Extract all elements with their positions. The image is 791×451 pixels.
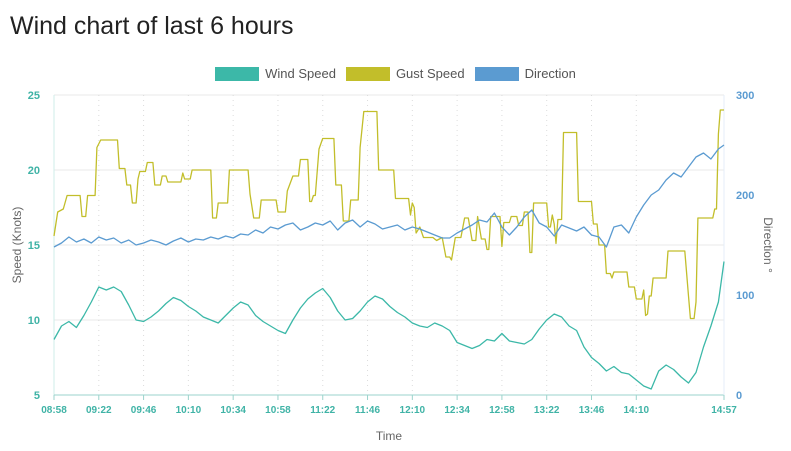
legend-item-wind-speed[interactable]: Wind Speed <box>215 66 336 81</box>
legend-item-direction[interactable]: Direction <box>474 66 576 81</box>
series-line-gust-speed <box>53 109 724 320</box>
x-axis-title: Time <box>376 429 403 443</box>
series-line-direction <box>53 144 725 248</box>
x-tick-label: 08:58 <box>41 405 67 416</box>
legend-swatch-gust-speed <box>345 66 390 81</box>
legend-label-gust-speed: Gust Speed <box>395 66 465 81</box>
x-tick-label: 13:46 <box>579 405 605 416</box>
y-tick-label: 10 <box>28 315 40 327</box>
x-tick-label: 10:34 <box>220 405 246 416</box>
y-axis-title: Speed (Knots) <box>10 207 24 284</box>
legend-swatch-wind-speed <box>215 66 260 81</box>
y-tick-label: 15 <box>28 240 40 252</box>
y2-axis-title: Direction ° <box>761 217 775 273</box>
x-tick-label: 12:10 <box>400 405 426 416</box>
x-tick-label: 14:10 <box>623 405 649 416</box>
legend-item-gust-speed[interactable]: Gust Speed <box>345 66 465 81</box>
axes: 5 10 15 20 25 0 100 200 300 08:58 09:22 09:46 10:10 1… <box>28 90 755 416</box>
series-lines <box>53 109 725 390</box>
grid-lines <box>54 94 725 395</box>
x-tick-label: 12:58 <box>489 405 515 416</box>
x-tick-label: 09:22 <box>86 405 112 416</box>
y-tick-label: 25 <box>28 90 40 102</box>
y2-tick-label: 0 <box>736 390 742 402</box>
y-tick-label: 20 <box>28 165 40 177</box>
series-line-wind-speed <box>53 261 725 390</box>
page-title: Wind chart of last 6 hours <box>10 12 294 40</box>
y2-tick-label: 300 <box>736 90 754 102</box>
x-tick-label: 10:10 <box>176 405 202 416</box>
x-tick-label: 09:46 <box>131 405 157 416</box>
y2-tick-label: 200 <box>736 190 754 202</box>
chart-legend: Wind Speed Gust Speed Direction <box>0 66 791 81</box>
x-tick-label: 10:58 <box>265 405 291 416</box>
x-tick-label: 14:57 <box>711 405 737 416</box>
x-tick-label: 11:46 <box>355 405 380 416</box>
y2-tick-label: 100 <box>736 290 754 302</box>
legend-swatch-direction <box>474 66 519 81</box>
x-tick-label: 13:22 <box>534 405 560 416</box>
legend-label-wind-speed: Wind Speed <box>265 66 336 81</box>
x-tick-label: 12:34 <box>444 405 470 416</box>
x-tick-label: 11:22 <box>310 405 335 416</box>
legend-label-direction: Direction <box>524 66 576 81</box>
y-tick-label: 5 <box>34 390 40 402</box>
